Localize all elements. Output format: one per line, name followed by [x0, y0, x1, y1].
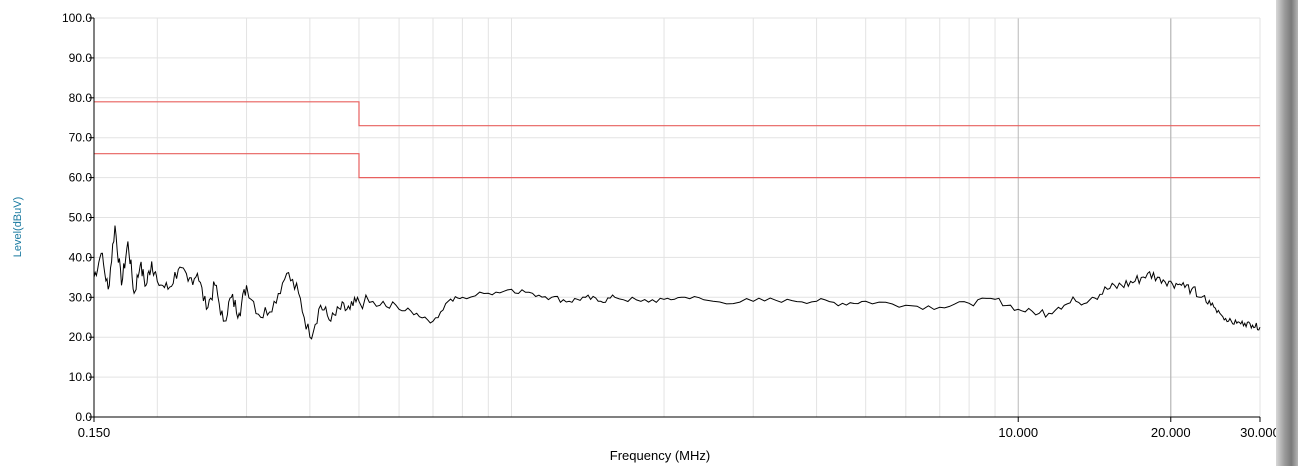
- chart-svg: 0.0 10.0 20.0 30.0 40.0 50.0 60.0 70.0 80.0 90.0 1…: [12, 11, 1280, 463]
- y-tick-label: 100.0: [62, 11, 92, 25]
- x-axis-label: Frequency (MHz): [610, 448, 710, 463]
- y-tick-label: 40.0: [69, 250, 93, 264]
- x-tick-label: 20.000: [1151, 425, 1191, 440]
- y-axis-label: Level(dBuV): [12, 197, 24, 258]
- x-tick-label: 0.150: [78, 425, 111, 440]
- y-tick-label: 60.0: [69, 171, 93, 185]
- measurement-trace: [93, 225, 1261, 340]
- y-tick-label: 50.0: [69, 211, 93, 225]
- y-tick-label: 70.0: [69, 131, 93, 145]
- y-tick-label: 10.0: [69, 370, 93, 384]
- grid-layer: [94, 17, 1261, 417]
- window-edge-shadow: [1276, 0, 1298, 466]
- axis-layer: 0.0 10.0 20.0 30.0 40.0 50.0 60.0 70.0 80.0 90.0 1…: [62, 11, 1280, 440]
- y-tick-label: 0.0: [75, 410, 92, 424]
- x-tick-label: 10.000: [998, 425, 1038, 440]
- limit-line: [94, 101, 1260, 127]
- y-tick-label: 90.0: [69, 51, 93, 65]
- series-layer: [93, 101, 1261, 340]
- y-tick-label: 80.0: [69, 91, 93, 105]
- label-layer: Level(dBuV) Frequency (MHz): [12, 197, 710, 463]
- y-tick-label: 20.0: [69, 330, 93, 344]
- x-tick-label: 30.000: [1240, 425, 1276, 440]
- y-tick-label: 30.0: [69, 290, 93, 304]
- limit-line: [94, 153, 1260, 179]
